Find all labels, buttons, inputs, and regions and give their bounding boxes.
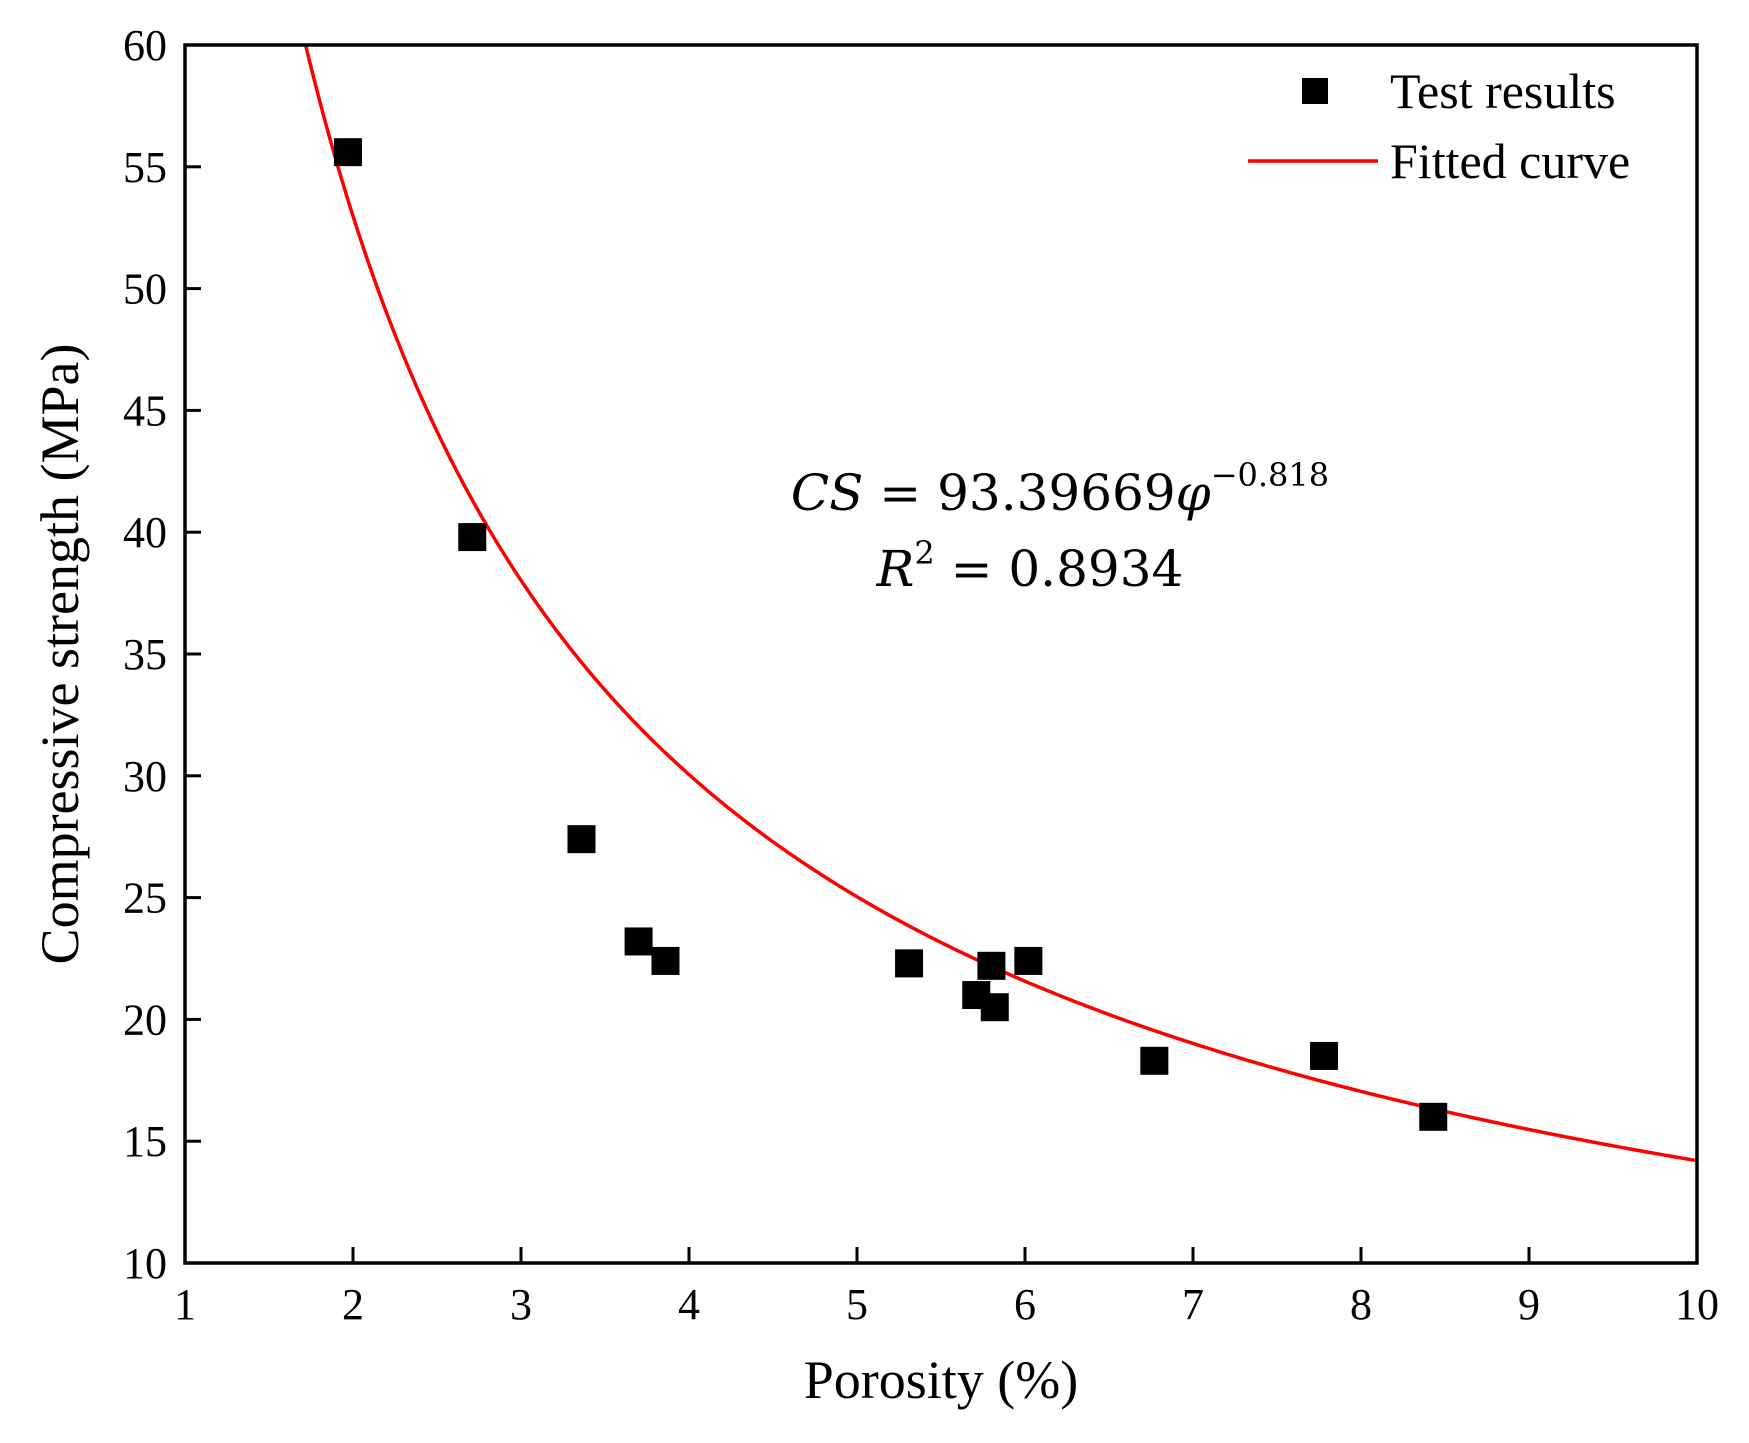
test-result-point [977,951,1006,980]
x-axis-ticks: 1 2 3 4 5 6 7 8 9 10 [174,1247,1719,1329]
fit-equation: CS = 93.39669φ−0.818 [791,456,1329,522]
test-result-point [333,138,362,167]
x-tick-label: 4 [678,1280,700,1329]
y-axis-title: Compressive strength (MPa) [30,344,90,965]
test-result-point [624,927,653,956]
x-tick-label: 5 [846,1280,868,1329]
x-tick-label: 9 [1518,1280,1540,1329]
r2-symbol: R [876,540,915,598]
y-tick-label: 50 [123,265,167,314]
test-result-point [980,993,1009,1022]
x-tick-label: 7 [1182,1280,1204,1329]
y-tick-label: 40 [123,508,167,557]
x-tick-label: 2 [342,1280,364,1329]
y-tick-label: 35 [123,630,167,679]
test-result-point [1140,1046,1169,1075]
y-tick-label: 20 [123,995,167,1044]
y-tick-label: 60 [123,21,167,70]
test-results-points [333,138,1448,1131]
equation-exponent: −0.818 [1211,456,1329,494]
test-result-point [1419,1102,1448,1131]
x-tick-label: 8 [1350,1280,1372,1329]
r-squared: R2 = 0.8934 [876,534,1184,598]
r2-equals: = [935,540,1009,598]
x-axis-title: Porosity (%) [804,1350,1078,1410]
y-tick-label: 10 [123,1239,167,1288]
y-axis-ticks: 10 15 20 25 30 35 40 45 50 55 60 [123,21,201,1288]
y-tick-label: 25 [123,874,167,923]
y-tick-label: 45 [123,386,167,435]
plot-frame [183,43,1699,1265]
r2-power: 2 [914,534,934,572]
x-tick-label: 1 [174,1280,196,1329]
y-tick-label: 30 [123,752,167,801]
legend: Test results Fitted curve [1248,63,1630,189]
equation-coefficient: 93.39669 [937,464,1176,522]
y-tick-label: 15 [123,1117,167,1166]
legend-label-fitted-curve: Fitted curve [1390,133,1630,189]
legend-marker-test-results [1302,78,1328,104]
test-result-point [1310,1041,1339,1070]
test-result-point [1014,946,1043,975]
equation-lhs: CS [791,464,864,522]
r2-value: 0.8934 [1008,540,1183,598]
x-tick-label: 6 [1014,1280,1036,1329]
x-tick-label: 10 [1675,1280,1719,1329]
test-result-point [651,946,680,975]
x-tick-label: 3 [510,1280,532,1329]
test-result-point [458,523,487,552]
equation-equals: = [863,464,937,522]
y-tick-label: 55 [123,143,167,192]
legend-label-test-results: Test results [1390,63,1616,119]
test-result-point [895,949,924,978]
fit-equation-annotation: CS = 93.39669φ−0.818 R2 = 0.8934 [791,456,1329,598]
equation-variable: φ [1176,464,1211,522]
test-result-point [567,825,596,854]
